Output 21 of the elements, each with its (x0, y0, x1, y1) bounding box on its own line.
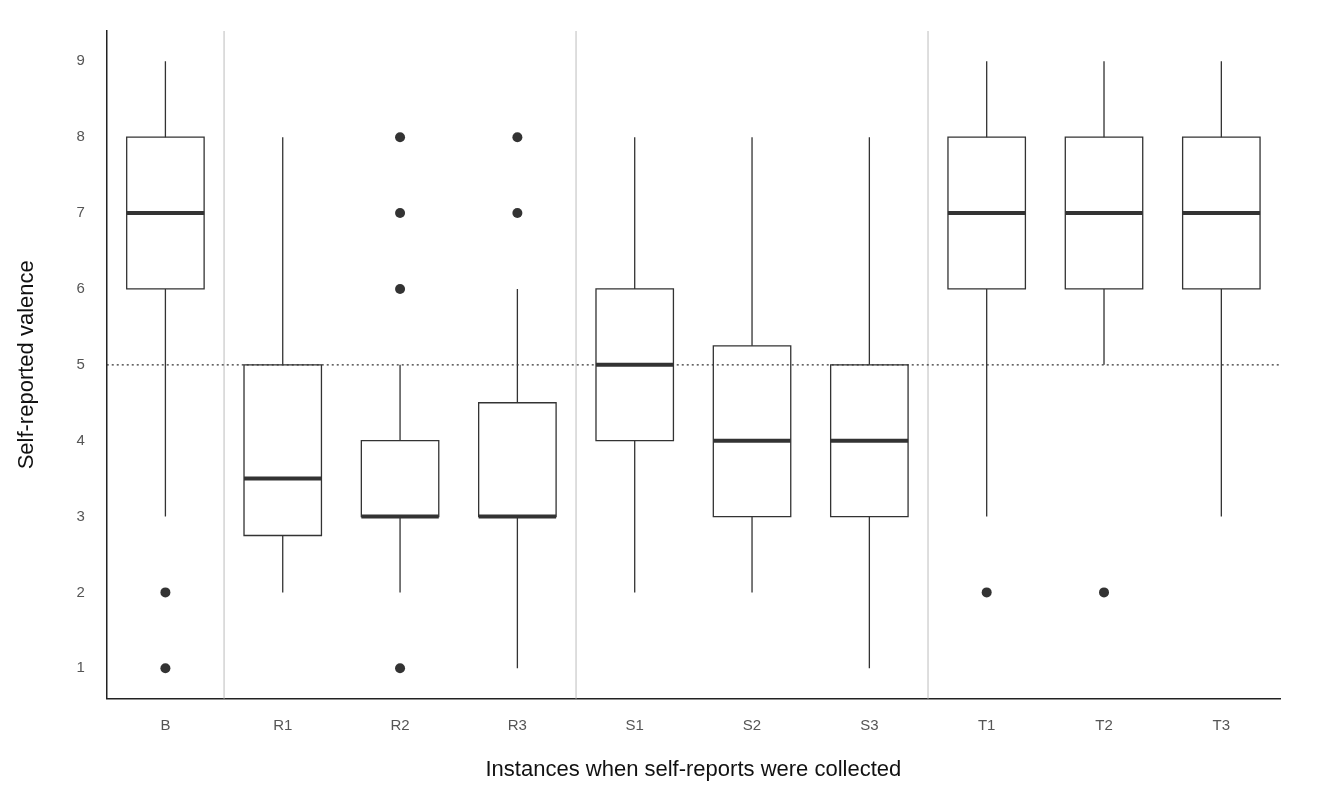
x-tick-label: S1 (625, 715, 644, 733)
x-tick-label: S3 (860, 715, 879, 733)
x-tick-label: T1 (977, 715, 996, 733)
y-tick-label: 3 (76, 506, 85, 524)
x-tick-label: B (160, 715, 171, 733)
x-tick-label: S2 (742, 715, 762, 733)
x-tick-label: R2 (390, 715, 410, 733)
y-axis-title: Self-reported valence (13, 260, 39, 470)
y-tick-label: 7 (76, 203, 85, 221)
x-axis-title: Instances when self-reports were collected (485, 755, 902, 781)
x-tick-label: T2 (1095, 715, 1113, 733)
x-tick-label: T3 (1212, 715, 1231, 733)
y-tick-label: 1 (76, 658, 85, 676)
y-tick-label: 4 (76, 430, 85, 448)
y-tick-label: 9 (76, 51, 85, 69)
x-tick-label: R1 (273, 715, 293, 733)
y-tick-label: 2 (76, 582, 85, 600)
y-tick-label: 8 (76, 127, 85, 145)
y-tick-label: 6 (76, 279, 85, 297)
y-tick-label: 5 (76, 354, 85, 372)
x-tick-label: R3 (507, 715, 527, 733)
